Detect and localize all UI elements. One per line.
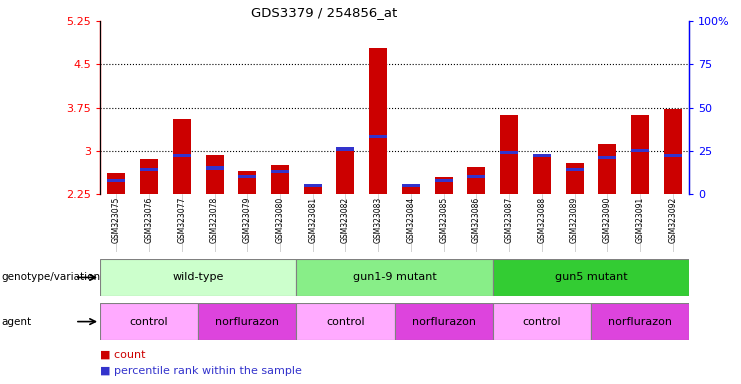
Text: GSM323088: GSM323088 [537,197,546,243]
Bar [500,115,518,194]
Text: ■ percentile rank within the sample: ■ percentile rank within the sample [100,366,302,376]
Text: GSM323075: GSM323075 [112,197,121,243]
Bar [107,173,125,194]
Bar [296,303,395,340]
Bar [500,151,518,154]
Bar [205,166,224,170]
Text: gun1-9 mutant: gun1-9 mutant [353,272,436,283]
Text: norflurazon: norflurazon [608,316,672,327]
Bar [533,154,551,157]
Text: GSM323085: GSM323085 [439,197,448,243]
Bar [395,303,493,340]
Text: GSM323080: GSM323080 [276,197,285,243]
Bar [100,259,296,296]
Bar [598,144,617,194]
Text: agent: agent [1,316,32,327]
Bar [598,156,617,159]
Bar [493,303,591,340]
Text: GSM323083: GSM323083 [373,197,382,243]
Bar [435,179,453,182]
Text: control: control [130,316,168,327]
Bar [304,184,322,187]
Bar [533,154,551,194]
Bar [239,171,256,194]
Bar [565,168,584,171]
Bar [664,109,682,194]
Bar [173,154,191,157]
Text: GSM323084: GSM323084 [407,197,416,243]
Bar [336,150,354,194]
Bar [199,303,296,340]
Bar [336,147,354,151]
Bar [239,175,256,178]
Bar [173,119,191,194]
Text: GSM323081: GSM323081 [308,197,317,243]
Text: GSM323082: GSM323082 [341,197,350,243]
Bar [591,303,689,340]
Bar [468,175,485,178]
Text: GSM323090: GSM323090 [603,197,612,243]
Bar [107,179,125,182]
Text: control: control [522,316,561,327]
Bar [271,165,289,194]
Text: norflurazon: norflurazon [412,316,476,327]
Bar [435,177,453,194]
Text: GSM323087: GSM323087 [505,197,514,243]
Text: GSM323078: GSM323078 [210,197,219,243]
Text: wild-type: wild-type [173,272,224,283]
Bar [296,259,493,296]
Bar [402,184,420,194]
Bar [631,149,649,152]
Text: GSM323079: GSM323079 [243,197,252,243]
Bar [565,164,584,194]
Bar [304,184,322,194]
Bar [369,135,388,139]
Text: GSM323092: GSM323092 [668,197,677,243]
Text: gun5 mutant: gun5 mutant [554,272,628,283]
Title: GDS3379 / 254856_at: GDS3379 / 254856_at [250,5,397,18]
Bar [468,167,485,194]
Text: control: control [326,316,365,327]
Bar [402,184,420,187]
Bar [140,159,158,194]
Text: norflurazon: norflurazon [216,316,279,327]
Text: GSM323091: GSM323091 [636,197,645,243]
Bar [205,156,224,194]
Bar [369,48,388,194]
Bar [493,259,689,296]
Text: GSM323086: GSM323086 [472,197,481,243]
Bar [664,154,682,157]
Text: GSM323076: GSM323076 [144,197,153,243]
Bar [100,303,199,340]
Bar [271,170,289,173]
Bar [140,168,158,171]
Text: genotype/variation: genotype/variation [1,272,101,283]
Text: ■ count: ■ count [100,349,145,359]
Text: GSM323077: GSM323077 [177,197,186,243]
Bar [631,115,649,194]
Text: GSM323089: GSM323089 [570,197,579,243]
